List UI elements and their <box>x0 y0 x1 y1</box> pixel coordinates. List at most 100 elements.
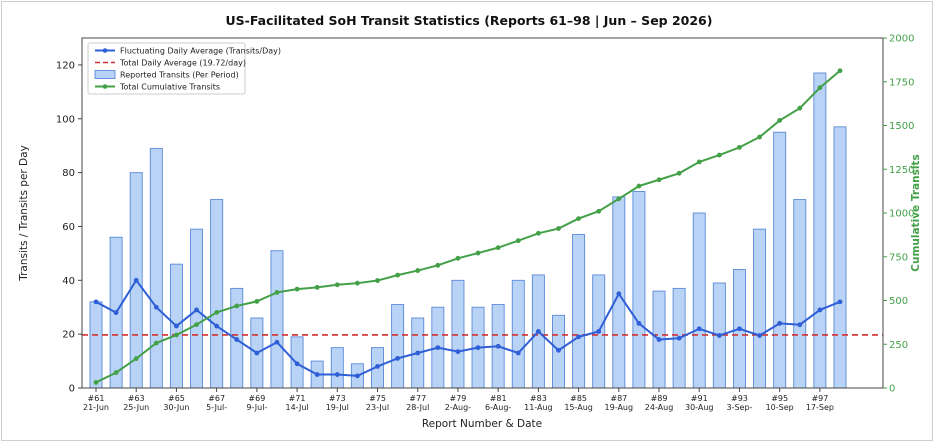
x-tick-date: 5-Jul- <box>206 403 227 412</box>
x-tick-date: 14-Jul <box>285 403 308 412</box>
cumulative-point <box>656 177 662 183</box>
x-tick-report: #65 <box>168 394 185 403</box>
cumulative-point <box>737 144 742 150</box>
x-tick-report: #79 <box>450 394 467 403</box>
cumulative-line <box>95 69 841 384</box>
daily-average-point <box>475 345 481 351</box>
bar <box>270 250 284 389</box>
cumulative-point <box>375 278 380 283</box>
x-tick-report: #73 <box>329 394 346 403</box>
daily-average-point <box>334 372 340 377</box>
left-axis: 0 20 40 60 80 100 120 <box>56 60 82 395</box>
cumulative-point <box>817 85 823 91</box>
legend: Fluctuating Daily Average (Transits/Day)… <box>87 42 281 95</box>
daily-average-point <box>596 329 602 334</box>
bar <box>89 301 103 389</box>
cumulative-point <box>435 262 441 268</box>
daily-average-point <box>535 329 541 334</box>
cumulative-point <box>676 170 682 176</box>
daily-average-point <box>676 335 682 341</box>
bar <box>391 304 405 389</box>
daily-average-point <box>234 337 240 342</box>
daily-average-point <box>797 322 803 328</box>
cumulative-point <box>556 226 561 231</box>
right-tick-label: 1750 <box>889 77 914 88</box>
x-tick-date: 6-Aug- <box>485 403 511 412</box>
bar <box>572 234 586 389</box>
bar <box>632 191 646 389</box>
bars-layer <box>89 72 847 389</box>
x-tick-report: #83 <box>530 394 547 403</box>
x-tick-report: #93 <box>731 394 748 403</box>
daily-average-point <box>375 364 380 369</box>
right-tick-label: 1500 <box>889 121 914 132</box>
left-tick-label: 20 <box>62 330 75 341</box>
cumulative-point <box>777 118 783 123</box>
bar <box>813 72 827 389</box>
daily-average-point <box>837 299 843 305</box>
x-tick-date: 25-Jun <box>123 403 149 412</box>
legend-box <box>87 42 246 95</box>
daily-average-line <box>95 278 841 377</box>
right-tick-label: 0 <box>889 384 895 395</box>
left-tick-label: 100 <box>56 114 75 125</box>
right-tick-label: 1250 <box>889 165 914 176</box>
daily-average-point <box>435 345 441 351</box>
x-tick-report: #61 <box>88 394 105 403</box>
x-tick-date: 9-Jul- <box>246 403 267 412</box>
cumulative-point <box>153 340 159 346</box>
legend-marker-swatch <box>102 84 108 89</box>
daily-average-point <box>696 326 702 332</box>
cumulative-point <box>636 183 642 189</box>
legend-marker-swatch <box>102 48 108 53</box>
daily-average-point <box>355 373 360 379</box>
daily-average-point <box>153 304 159 310</box>
x-tick-report: #67 <box>208 394 225 403</box>
bar <box>330 347 344 389</box>
daily-average-point <box>636 320 642 326</box>
cumulative-point <box>797 105 803 111</box>
y-axis-left-label: Transits / Transits per Day <box>18 145 30 282</box>
lines-layer <box>93 68 843 385</box>
daily-average-point <box>274 339 280 345</box>
x-tick-report: #75 <box>369 394 386 403</box>
daily-average-point <box>395 355 401 361</box>
daily-average-point <box>777 320 783 326</box>
x-axis-label: Report Number & Date <box>422 418 542 430</box>
bar <box>753 228 767 389</box>
x-tick-date: 21-Jun <box>83 403 109 412</box>
x-tick-date: 19-Aug <box>605 403 634 412</box>
cumulative-point <box>133 356 139 361</box>
right-tick-label: 250 <box>889 340 908 351</box>
right-tick-label: 1000 <box>889 209 914 220</box>
cumulative-point <box>93 380 99 385</box>
x-tick-date: 3-Sep- <box>726 403 752 412</box>
cumulative-point <box>334 282 340 288</box>
bar <box>692 212 706 389</box>
cumulative-point <box>696 159 702 165</box>
x-tick-report: #81 <box>490 394 507 403</box>
x-tick-date: 23-Jul <box>366 403 389 412</box>
cumulative-point <box>234 303 240 309</box>
x-tick-report: #87 <box>610 394 627 403</box>
daily-average-point <box>656 337 662 342</box>
daily-average-point <box>93 299 99 305</box>
daily-average-point <box>556 347 561 353</box>
bar <box>149 147 163 389</box>
daily-average-point <box>817 307 823 313</box>
x-tick-report: #97 <box>811 394 828 403</box>
daily-average-point <box>133 277 139 283</box>
cumulative-point <box>716 152 722 158</box>
daily-average-point <box>294 361 300 367</box>
cumulative-point <box>254 298 260 304</box>
x-tick-report: #91 <box>691 394 708 403</box>
x-tick-report: #85 <box>570 394 587 403</box>
daily-average-point <box>737 326 742 332</box>
daily-average-point <box>174 323 179 329</box>
y-axis-right-label: Cumulative Transits <box>910 154 922 271</box>
legend-patch-swatch <box>94 70 116 79</box>
bar <box>833 126 847 389</box>
